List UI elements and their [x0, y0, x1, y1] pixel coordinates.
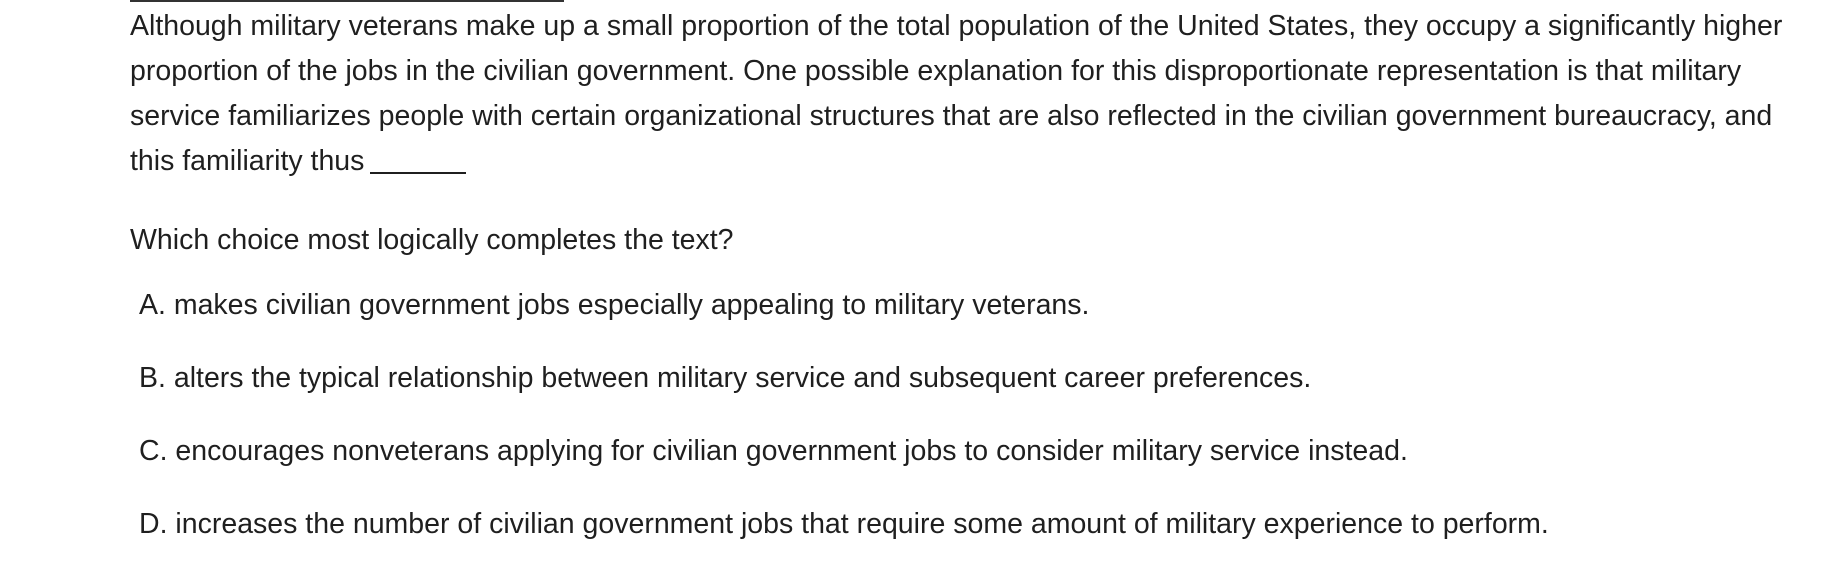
passage: Although military veterans make up a sma… [130, 4, 1790, 184]
choice-c[interactable]: C. encourages nonveterans applying for c… [139, 435, 1408, 467]
question-prompt: Which choice most logically completes th… [130, 224, 734, 256]
fill-in-blank [370, 172, 467, 174]
choice-a[interactable]: A. makes civilian government jobs especi… [139, 289, 1090, 321]
choice-b[interactable]: B. alters the typical relationship betwe… [139, 362, 1312, 394]
choice-d[interactable]: D. increases the number of civilian gove… [139, 508, 1549, 540]
top-divider [130, 0, 564, 2]
answer-choices: A. makes civilian government jobs especi… [139, 283, 1549, 575]
passage-text: Although military veterans make up a sma… [130, 10, 1783, 177]
